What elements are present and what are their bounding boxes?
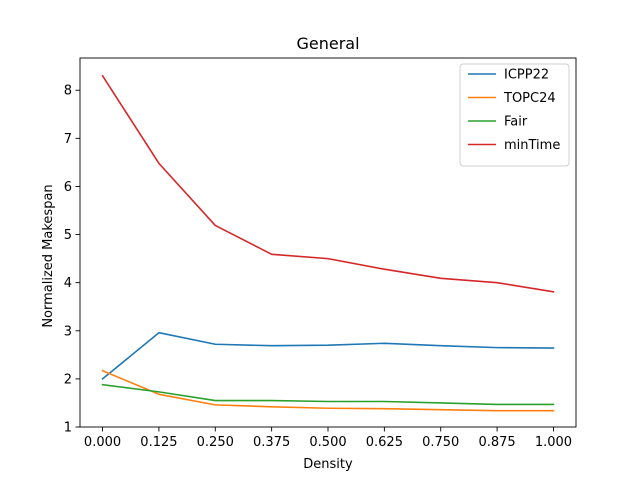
y-tick-label: 8: [64, 84, 72, 99]
legend-box: [459, 63, 570, 167]
chart-title: General: [296, 34, 359, 53]
y-tick-label: 1: [64, 421, 72, 436]
series-line-fair: [101, 383, 555, 406]
x-tick-label: 0.500: [309, 435, 346, 450]
legend-label-topc24: TOPC24: [503, 91, 556, 106]
x-tick-label: 0.250: [197, 435, 234, 450]
x-tick-label: 0.000: [84, 435, 121, 450]
series-layer: [101, 74, 555, 412]
x-axis-label: Density: [303, 457, 353, 472]
y-tick-label: 4: [64, 276, 72, 291]
y-tick-label: 6: [64, 180, 72, 195]
x-tick-label: 0.375: [253, 435, 290, 450]
legend-label-mintime: minTime: [504, 138, 560, 153]
legend-label-fair: Fair: [504, 115, 528, 130]
legend-label-icpp22: ICPP22: [504, 68, 549, 83]
y-tick-label: 3: [64, 324, 72, 339]
series-line-topc24: [101, 369, 555, 412]
y-tick-label: 2: [64, 372, 72, 387]
y-axis-label: Normalized Makespan: [41, 184, 56, 327]
x-tick-label: 0.125: [140, 435, 177, 450]
x-tick-label: 0.875: [478, 435, 515, 450]
axes-layer: 0.000 0.125 0.250 0.375 0.500 0.625 0.750 0.875…: [64, 57, 577, 450]
x-tick-label: 1.000: [535, 435, 572, 450]
legend: ICPP22 TOPC24 Fair minTime: [459, 63, 570, 167]
y-tick-label: 5: [64, 228, 72, 243]
y-tick-label: 7: [64, 132, 72, 147]
x-tick-label: 0.750: [422, 435, 459, 450]
series-line-mintime: [101, 74, 555, 293]
x-tick-label: 0.625: [366, 435, 403, 450]
series-line-icpp22: [101, 331, 555, 381]
